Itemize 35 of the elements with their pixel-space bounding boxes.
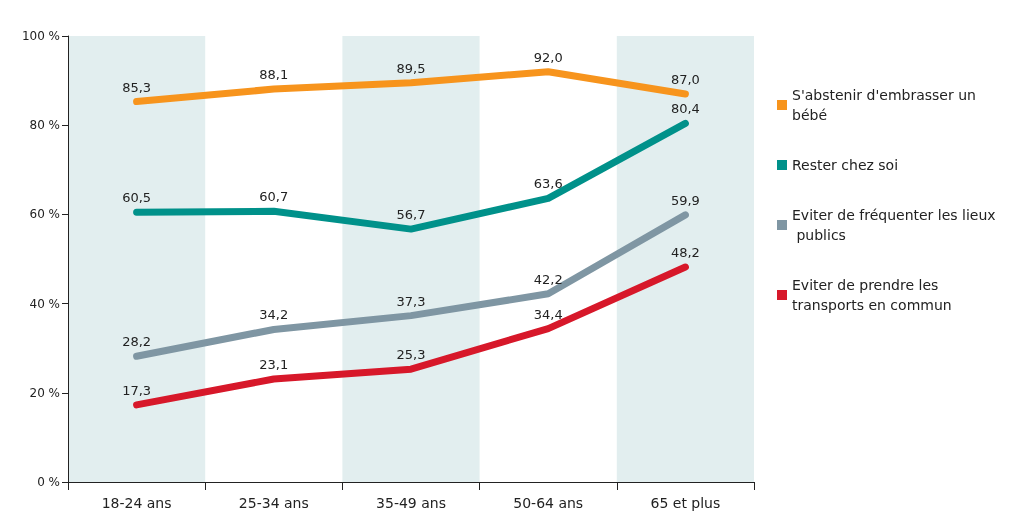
x-tick-label: 50-64 ans — [513, 495, 584, 511]
data-label: 87,0 — [670, 71, 700, 87]
data-label: 23,1 — [259, 356, 289, 372]
data-label: 89,5 — [396, 60, 426, 76]
data-label: 48,2 — [670, 245, 700, 261]
data-label: 56,7 — [396, 207, 426, 223]
legend-label: Rester chez soi — [792, 157, 899, 173]
data-label: 92,0 — [533, 49, 563, 65]
data-label: 42,2 — [533, 271, 563, 287]
x-tick-label: 18-24 ans — [101, 495, 172, 511]
legend-label: Eviter de fréquenter les lieux publics — [792, 207, 996, 243]
data-label: 28,2 — [122, 334, 152, 350]
y-tick-label: 0 % — [37, 475, 60, 489]
data-label: 80,4 — [670, 101, 700, 117]
x-tick-label: 65 et plus — [650, 495, 721, 511]
data-label: 25,3 — [396, 347, 426, 363]
data-label: 88,1 — [259, 67, 289, 83]
data-label: 17,3 — [122, 382, 152, 398]
data-label: 60,5 — [122, 190, 152, 206]
data-label: 59,9 — [670, 192, 700, 208]
y-tick-label: 40 % — [29, 296, 60, 311]
y-tick-label: 20 % — [29, 385, 60, 400]
legend-label: Eviter de prendre les transports en commun — [792, 277, 952, 313]
y-tick-label: 100 % — [21, 29, 60, 43]
y-tick-label: 80 % — [29, 118, 60, 133]
x-tick-label: 25-34 ans — [238, 495, 309, 511]
data-label: 85,3 — [122, 79, 152, 95]
x-tick-label: 35-49 ans — [376, 495, 446, 511]
data-label: 34,4 — [533, 306, 563, 322]
legend-label: S'abstenir d'embrasser un bébé — [792, 87, 981, 123]
y-tick-label: 60 % — [29, 207, 60, 222]
data-label: 34,2 — [259, 307, 289, 323]
data-label: 63,6 — [533, 176, 563, 192]
data-label: 37,3 — [396, 293, 426, 309]
data-label: 60,7 — [259, 189, 289, 205]
